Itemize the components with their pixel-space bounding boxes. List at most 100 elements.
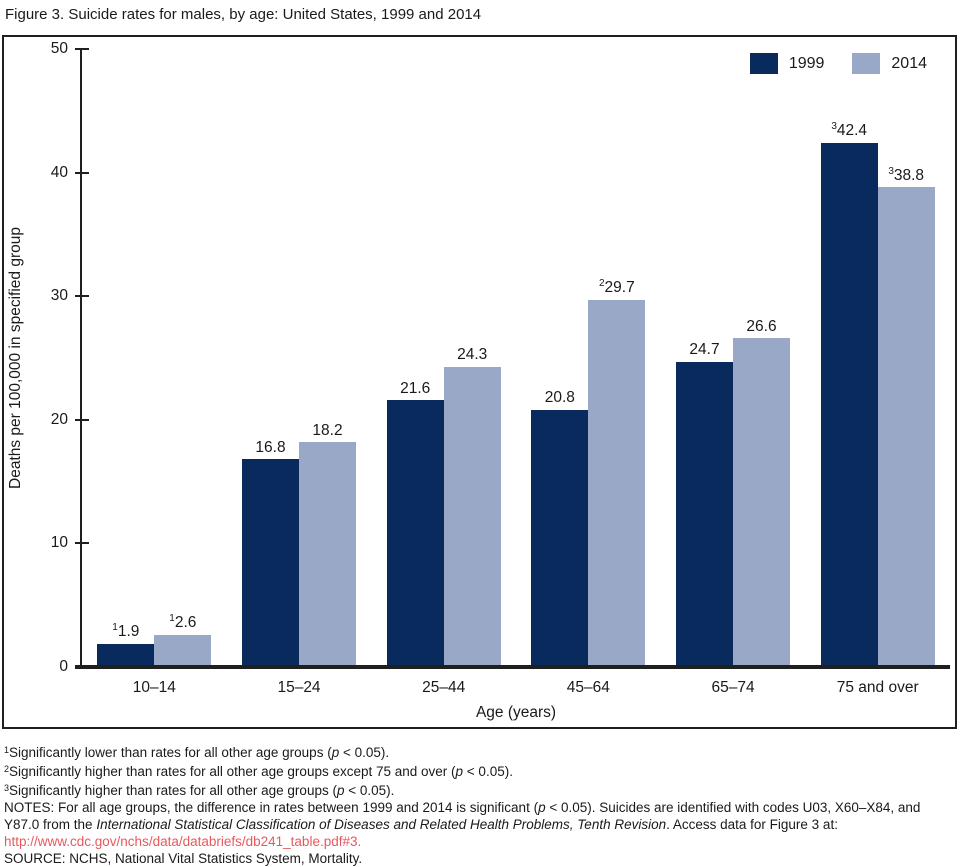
figure-title: Figure 3. Suicide rates for males, by ag… xyxy=(5,6,482,23)
bar-value-label: 24.7 xyxy=(689,341,720,359)
plot-area: 11.9 12.6 16.8 18.2 21.6 24.3 20.8 229.7 24.7 26.… xyxy=(82,49,950,667)
notes-paragraph: NOTES: For all age groups, the differenc… xyxy=(4,799,956,833)
bar-wrap: 229.7 xyxy=(588,278,646,667)
bar-wrap: 18.2 xyxy=(299,423,356,667)
bar-value-label: 342.4 xyxy=(831,121,868,140)
bar-2014-65–74 xyxy=(733,338,791,667)
footnote-superscript: 3 xyxy=(4,783,10,793)
access-data-link[interactable]: http://www.cdc.gov/nchs/data/databriefs/… xyxy=(4,834,358,849)
bar-wrap: 338.8 xyxy=(877,165,935,667)
bar-wrap: 21.6 xyxy=(386,379,444,667)
bar-value-label: 12.6 xyxy=(169,613,197,632)
footnote-3: 3Significantly higher than rates for all… xyxy=(4,780,956,799)
x-category-label: 45–64 xyxy=(566,679,610,696)
y-tick-label: 10 xyxy=(50,534,68,552)
legend-label: 2014 xyxy=(891,54,927,72)
bar-1999-45–64 xyxy=(531,409,589,667)
text: NOTES: For all age groups, the differenc… xyxy=(4,800,539,815)
footnote-1: 1Significantly lower than rates for all … xyxy=(4,742,956,761)
bar-1999-75 and over xyxy=(820,142,878,667)
text: Significantly lower than rates for all o… xyxy=(9,745,332,760)
legend-label: 1999 xyxy=(788,54,825,72)
bar-1999-10–14 xyxy=(97,643,155,667)
bar-group-15–24: 16.8 18.2 xyxy=(227,49,372,667)
bar-value-label: 16.8 xyxy=(255,438,286,456)
significance-superscript: 1 xyxy=(112,622,118,634)
bar-value-label: 21.6 xyxy=(400,379,431,397)
significance-superscript: 2 xyxy=(598,278,605,290)
bar-value-label: 338.8 xyxy=(888,165,925,184)
italic-text: p xyxy=(336,783,345,798)
y-tick-label: 40 xyxy=(50,163,68,181)
text: < 0.05). xyxy=(339,745,390,760)
bar-2014-15–24 xyxy=(299,442,356,667)
bar-1999-15–24 xyxy=(242,459,299,667)
bar-wrap: 342.4 xyxy=(820,121,878,667)
legend-swatch-1999 xyxy=(749,53,778,74)
link-suffix: . xyxy=(357,834,362,849)
bar-wrap: 16.8 xyxy=(242,440,299,667)
y-tick xyxy=(75,171,89,174)
bar-value-label: 20.8 xyxy=(544,389,575,407)
y-tick xyxy=(75,295,89,298)
footnote-superscript: 2 xyxy=(4,764,10,774)
bar-wrap: 24.3 xyxy=(443,346,501,667)
y-tick-label: 50 xyxy=(50,40,68,57)
significance-superscript: 1 xyxy=(169,613,175,625)
y-axis-title: Deaths per 100,000 in specified group xyxy=(7,227,24,489)
text: Significantly higher than rates for all … xyxy=(9,783,337,798)
x-category-label: 75 and over xyxy=(836,679,919,696)
significance-superscript: 3 xyxy=(888,165,894,177)
footnotes-block: 1Significantly lower than rates for all … xyxy=(4,742,956,867)
footnote-2: 2Significantly higher than rates for all… xyxy=(4,761,956,780)
legend-item-1999: 1999 xyxy=(749,53,825,74)
text: < 0.05). xyxy=(344,783,395,798)
x-category-label: 15–24 xyxy=(277,679,321,696)
x-axis-title: Age (years) xyxy=(475,704,557,721)
text: Significantly higher than rates for all … xyxy=(9,764,456,779)
italic-text: International Statistical Classification… xyxy=(96,817,667,832)
bar-group-75 and over: 342.4 338.8 xyxy=(805,49,950,667)
bar-value-label: 229.7 xyxy=(598,278,635,297)
bar-wrap: 11.9 xyxy=(97,622,155,667)
x-axis-category-labels: 10–14 15–24 25–44 45–64 65–74 75 and over xyxy=(82,679,950,697)
bar-value-label: 26.6 xyxy=(746,317,777,335)
bar-value-label: 24.3 xyxy=(457,346,488,364)
bar-group-45–64: 20.8 229.7 xyxy=(516,49,661,667)
bar-1999-25–44 xyxy=(386,400,444,667)
significance-superscript: 3 xyxy=(831,121,837,133)
italic-text: p xyxy=(538,800,546,815)
text: < 0.05). Suicides are identified with co… xyxy=(4,800,921,832)
italic-text: p xyxy=(455,764,464,779)
bar-group-10–14: 11.9 12.6 xyxy=(82,49,227,667)
text: . Access data for Figure 3 at: xyxy=(666,817,838,832)
chart-legend: 1999 2014 xyxy=(749,53,927,74)
bar-wrap: 20.8 xyxy=(531,389,589,667)
bar-value-label: 11.9 xyxy=(112,622,140,641)
footnote-superscript: 1 xyxy=(4,745,10,755)
legend-swatch-2014 xyxy=(852,53,881,74)
bar-wrap: 26.6 xyxy=(733,317,791,667)
legend-item-2014: 2014 xyxy=(852,53,927,74)
bar-group-65–74: 24.7 26.6 xyxy=(661,49,806,667)
bar-2014-25–44 xyxy=(443,366,501,667)
text: < 0.05). xyxy=(463,764,513,779)
x-category-label: 65–74 xyxy=(711,679,755,696)
source-line: SOURCE: NCHS, National Vital Statistics … xyxy=(4,851,363,866)
bar-2014-45–64 xyxy=(588,299,646,667)
bar-2014-10–14 xyxy=(154,634,212,667)
y-tick xyxy=(75,418,89,421)
bar-2014-75 and over xyxy=(877,187,935,667)
y-tick xyxy=(75,48,89,50)
access-link-line: http://www.cdc.gov/nchs/data/databriefs/… xyxy=(4,833,956,850)
bar-group-25–44: 21.6 24.3 xyxy=(371,49,516,667)
italic-text: p xyxy=(331,745,340,760)
y-tick-label: 30 xyxy=(50,287,68,305)
y-axis-line xyxy=(80,49,82,669)
x-category-label: 10–14 xyxy=(132,679,176,696)
bar-wrap: 24.7 xyxy=(676,341,734,667)
bar-value-label: 18.2 xyxy=(312,421,343,439)
x-axis-line xyxy=(75,665,950,669)
x-category-label: 25–44 xyxy=(422,679,466,696)
y-tick xyxy=(75,542,89,545)
